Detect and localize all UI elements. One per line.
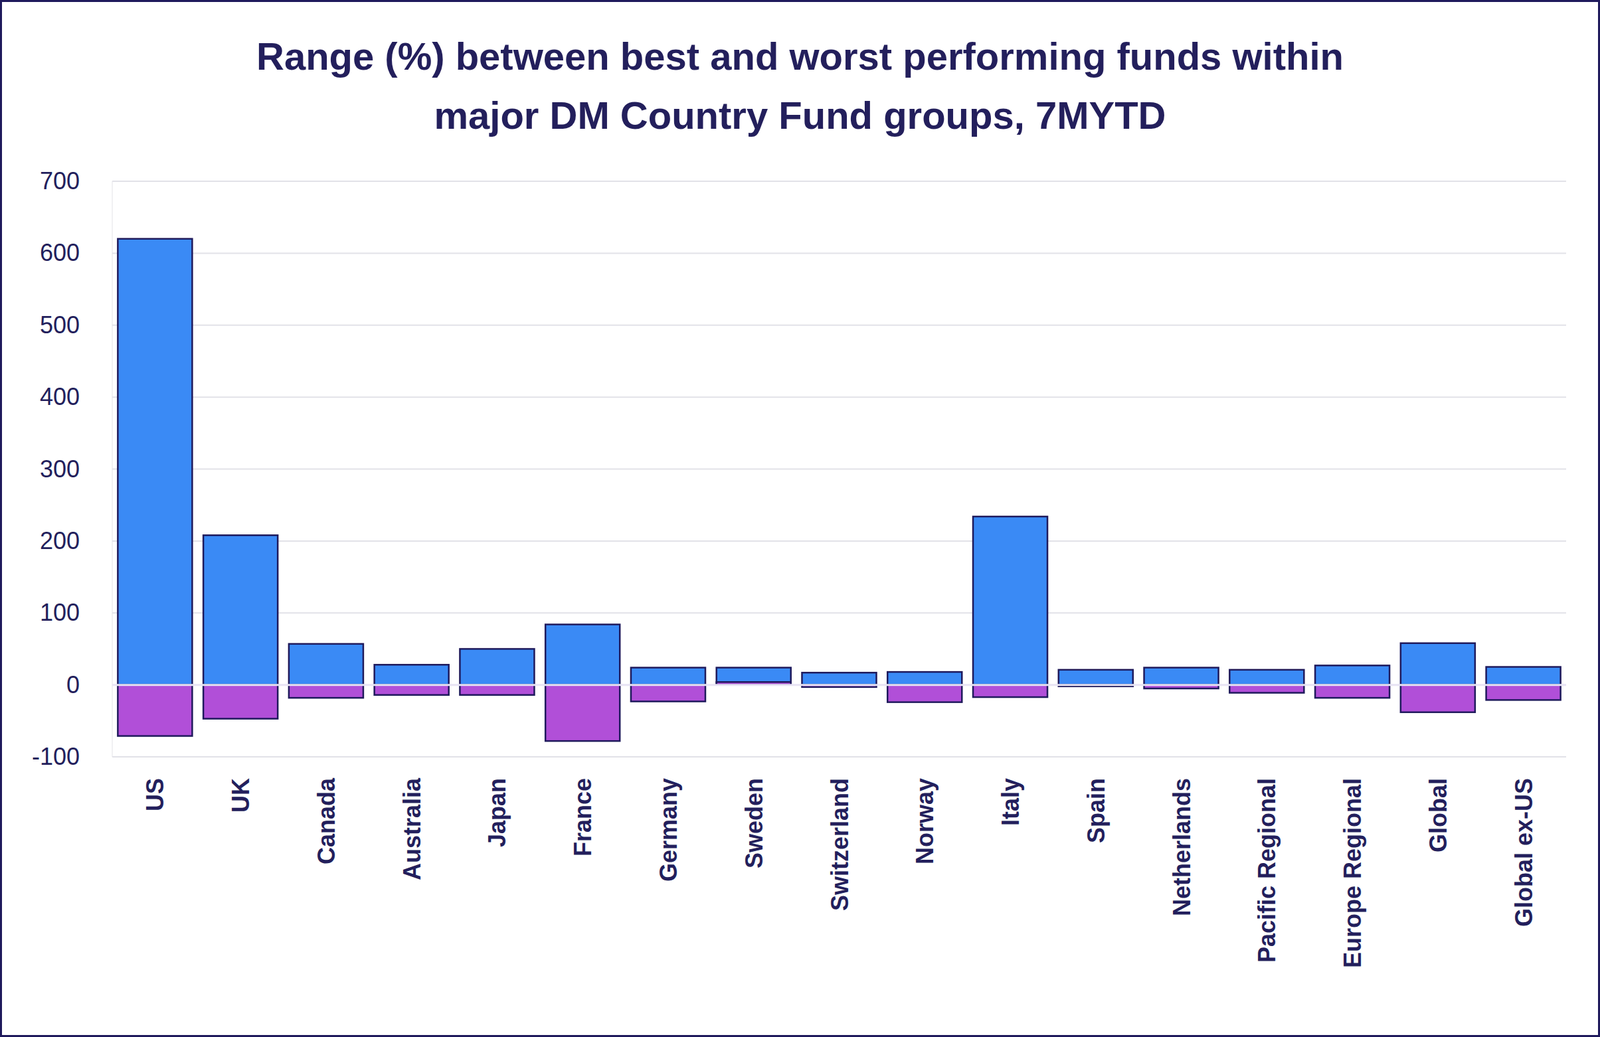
x-tick-label: Switzerland bbox=[826, 778, 854, 912]
bar bbox=[1229, 670, 1304, 686]
bar bbox=[716, 668, 792, 686]
x-tick-label: US bbox=[141, 778, 169, 812]
x-tick-label: Japan bbox=[483, 778, 511, 848]
y-tick-label: 500 bbox=[39, 311, 80, 339]
bar bbox=[1400, 643, 1476, 686]
y-tick-label: 100 bbox=[39, 599, 80, 627]
bar bbox=[801, 672, 877, 685]
y-tick-label: 300 bbox=[39, 455, 80, 483]
bar bbox=[1400, 685, 1476, 713]
bar bbox=[887, 672, 962, 686]
grid-line bbox=[112, 396, 1567, 398]
zero-line bbox=[112, 684, 1567, 687]
bar bbox=[459, 648, 534, 685]
grid bbox=[112, 181, 1567, 758]
x-tick-label: Europe Regional bbox=[1338, 778, 1367, 969]
y-tick-label: 200 bbox=[39, 527, 80, 555]
bar bbox=[288, 685, 364, 699]
grid-line bbox=[112, 756, 1567, 758]
bar bbox=[887, 685, 962, 703]
title-line: major DM Country Fund groups, 7MYTD bbox=[434, 93, 1167, 137]
grid-line bbox=[112, 612, 1567, 614]
x-tick-label: Global bbox=[1424, 778, 1452, 853]
bar bbox=[203, 685, 278, 720]
bar bbox=[288, 644, 364, 686]
x-tick-label: Pacific Regional bbox=[1253, 778, 1281, 964]
bar bbox=[459, 685, 534, 696]
bar bbox=[117, 239, 192, 686]
bar bbox=[1315, 665, 1390, 685]
bar bbox=[374, 664, 449, 685]
bar bbox=[1486, 685, 1561, 701]
frame bbox=[1, 1, 1600, 1037]
bar bbox=[973, 516, 1048, 686]
y-tick-label: 0 bbox=[66, 671, 80, 699]
bar bbox=[1486, 667, 1561, 686]
bar bbox=[1229, 685, 1304, 694]
x-tick-label: Norway bbox=[911, 778, 939, 865]
grid-line bbox=[112, 180, 1567, 182]
x-tick-label: Germany bbox=[654, 778, 683, 883]
x-tick-label: Sweden bbox=[740, 778, 768, 869]
x-tick-label: France bbox=[569, 778, 597, 857]
chart: Range (%) between best and worst perform… bbox=[0, 0, 1600, 1037]
bar bbox=[630, 668, 706, 686]
x-tick-label: Australia bbox=[398, 777, 426, 881]
bars bbox=[117, 239, 1561, 742]
grid-line bbox=[112, 540, 1567, 542]
bar bbox=[1315, 685, 1390, 699]
bar bbox=[1144, 668, 1219, 686]
y-axis-line bbox=[112, 181, 113, 758]
bar bbox=[630, 685, 706, 703]
x-tick-label: Canada bbox=[312, 777, 341, 865]
y-tick-label: -100 bbox=[31, 743, 80, 771]
bar bbox=[545, 685, 620, 742]
x-tick-label: Netherlands bbox=[1168, 778, 1196, 917]
grid-line bbox=[112, 324, 1567, 327]
grid-line bbox=[112, 468, 1567, 471]
bar bbox=[203, 535, 278, 685]
grid-line bbox=[112, 252, 1567, 254]
title: Range (%) between best and worst perform… bbox=[256, 34, 1344, 137]
x-tick-label: Global ex-US bbox=[1510, 778, 1538, 928]
bar bbox=[1058, 670, 1134, 686]
y-tick-label: 600 bbox=[39, 239, 80, 267]
bar bbox=[117, 685, 192, 737]
x-tick-label: Italy bbox=[996, 778, 1025, 827]
x-tick-label: UK bbox=[227, 778, 255, 813]
y-tick-label: 400 bbox=[39, 383, 80, 411]
y-tick-label: 700 bbox=[39, 167, 80, 195]
bar bbox=[973, 685, 1048, 698]
bar bbox=[374, 685, 449, 696]
title-line: Range (%) between best and worst perform… bbox=[256, 34, 1344, 78]
grid-line bbox=[112, 684, 1567, 687]
bar bbox=[545, 624, 620, 686]
title-group: Range (%) between best and worst perform… bbox=[256, 34, 1344, 137]
x-tick-label: Spain bbox=[1082, 778, 1110, 844]
